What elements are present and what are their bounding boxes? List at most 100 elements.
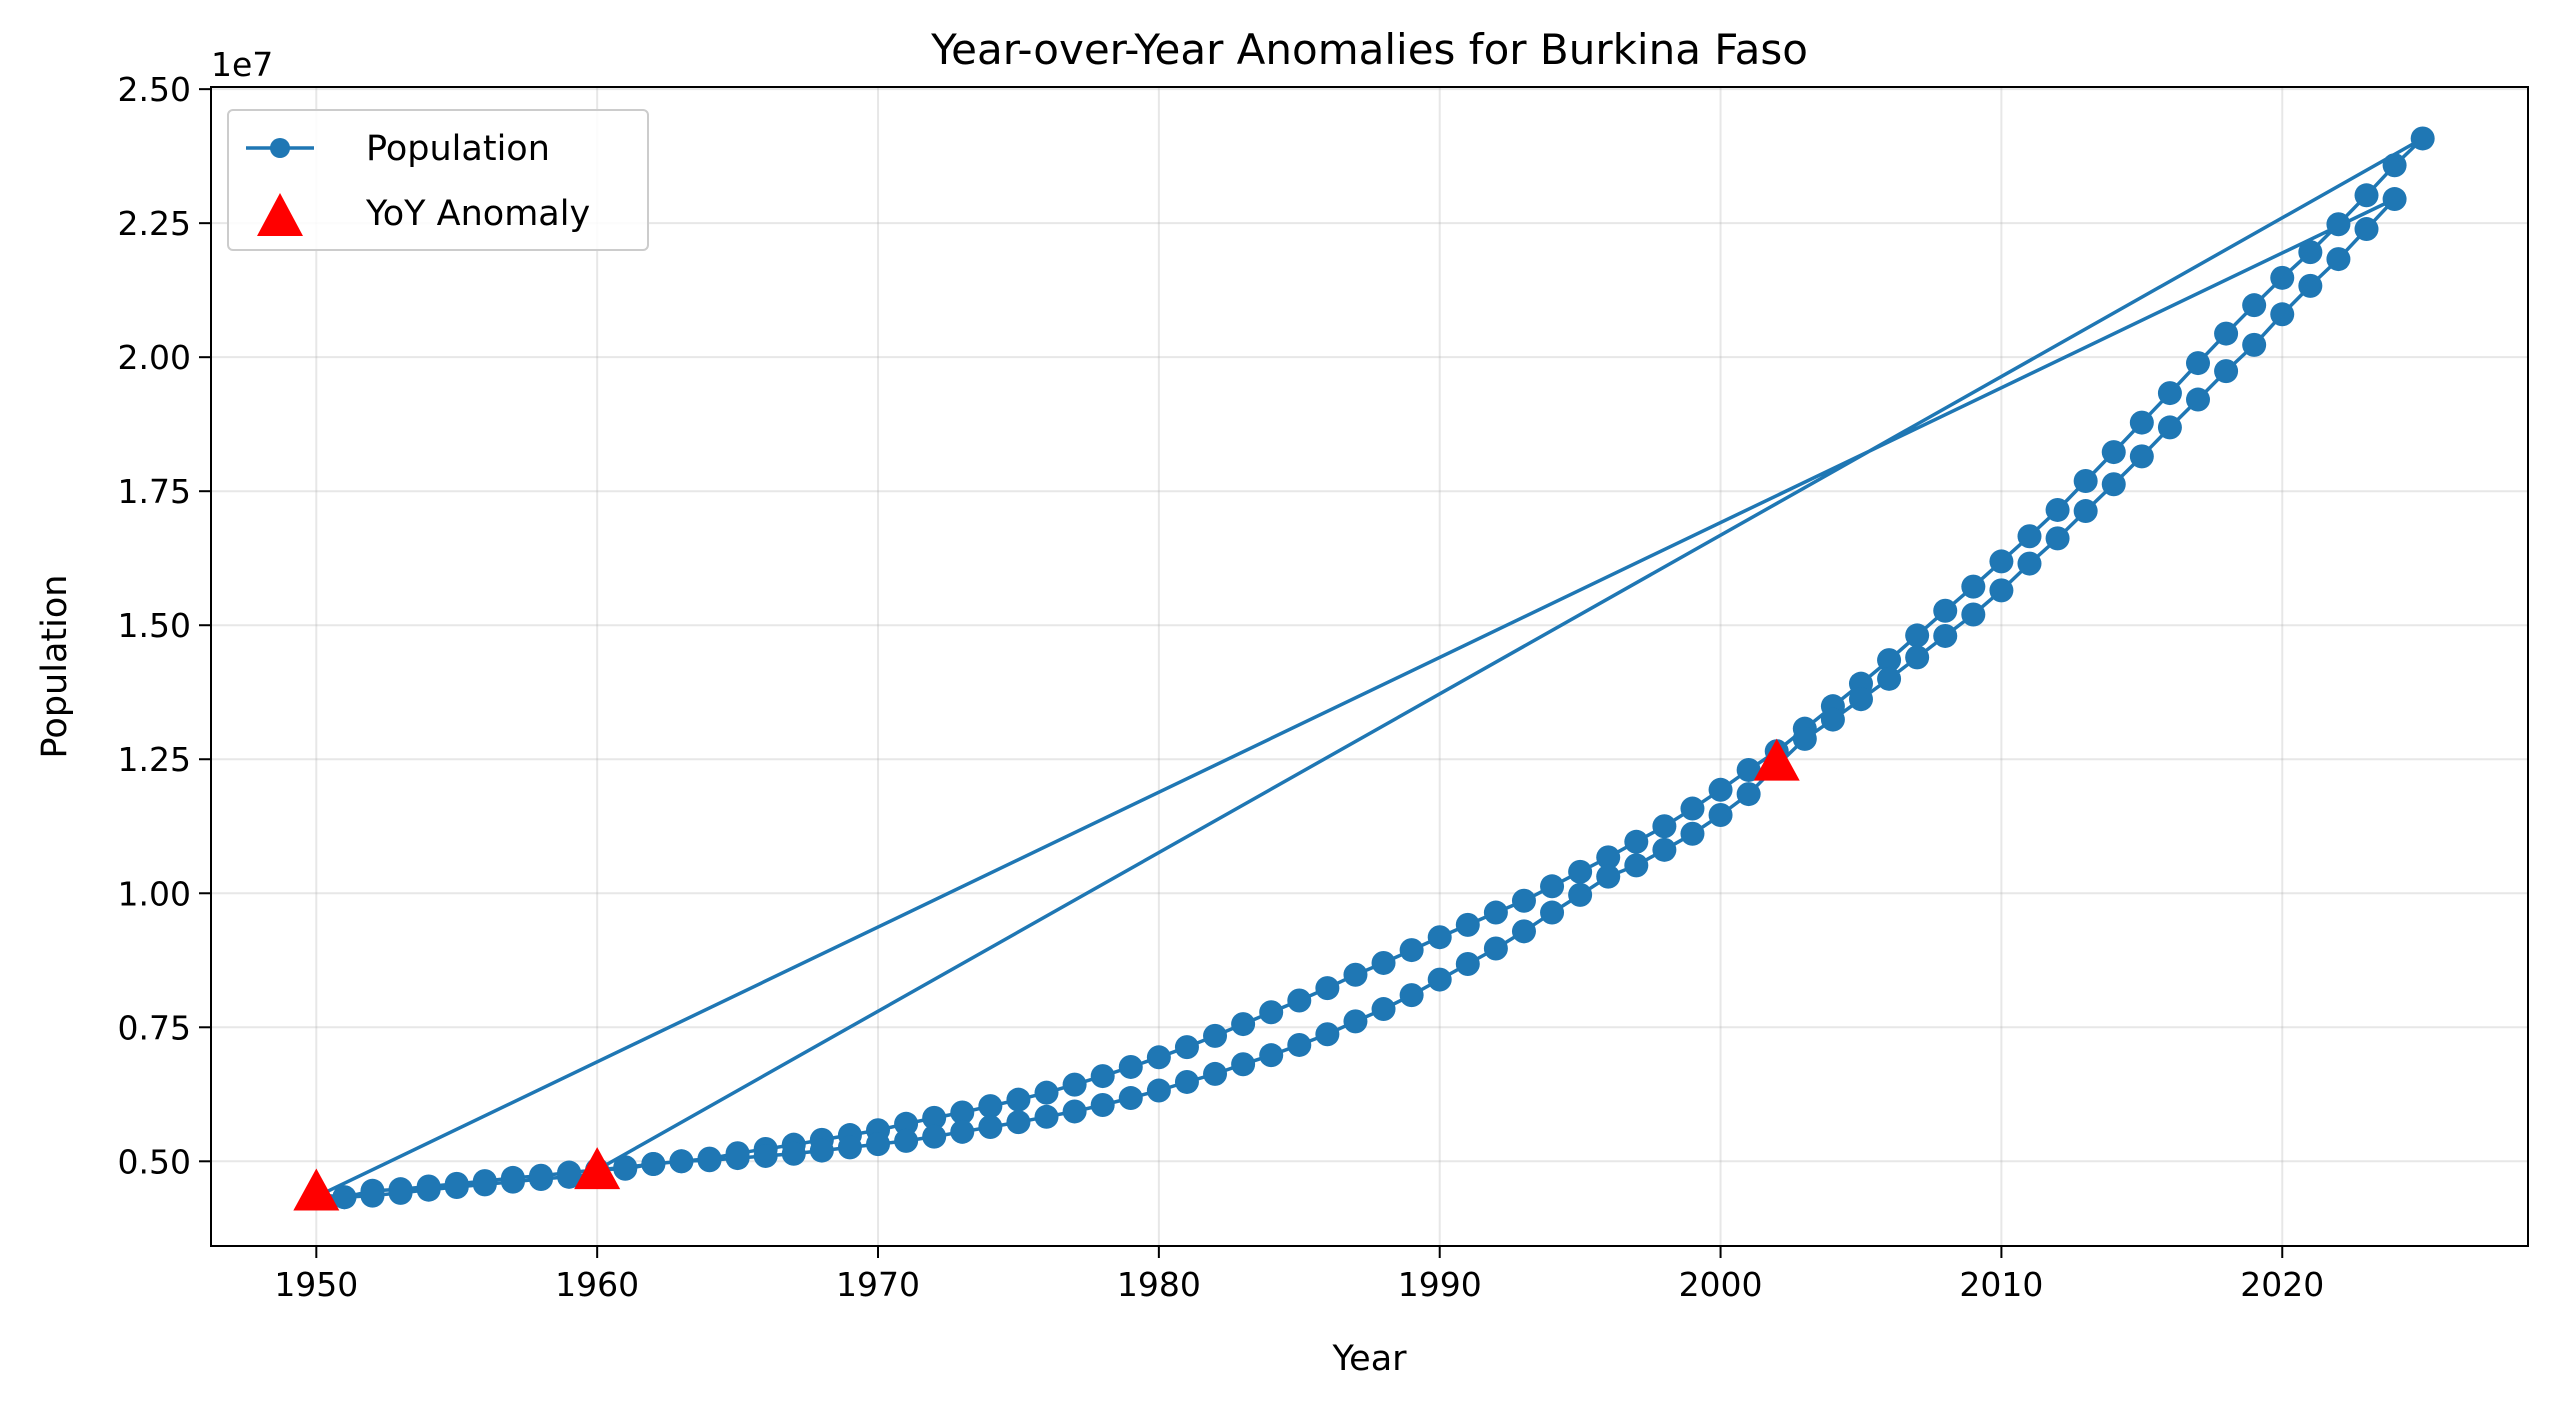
population-point [2326, 212, 2351, 237]
population-point [1680, 821, 1705, 846]
population-point [1877, 666, 1902, 691]
population-point [2186, 351, 2211, 376]
x-tick-label: 2020 [2240, 1265, 2324, 1304]
grid-lines [211, 87, 2528, 1246]
population-point [978, 1114, 1003, 1139]
legend-anomaly-marker [257, 193, 303, 236]
x-tick-label: 1980 [1117, 1265, 1201, 1304]
population-point [1259, 1000, 1284, 1025]
population-point [1371, 950, 1396, 975]
population-point [978, 1094, 1003, 1119]
population-point [332, 1185, 357, 1210]
population-point [1792, 726, 1817, 751]
population-point [2101, 472, 2126, 497]
population-point [1511, 919, 1536, 944]
population-point [1820, 707, 1845, 732]
population-point [725, 1146, 750, 1171]
population-point [950, 1100, 975, 1125]
population-point [2410, 126, 2435, 151]
population-point [1231, 1012, 1256, 1037]
population-point [1540, 900, 1565, 925]
population-point [1231, 1052, 1256, 1077]
legend: Population YoY Anomaly [227, 109, 649, 251]
population-point [1848, 687, 1873, 712]
population-point [837, 1135, 862, 1160]
population-point [2073, 499, 2098, 524]
y-tick-label: 0.50 [118, 1142, 191, 1181]
population-point [1090, 1064, 1115, 1089]
population-point [1287, 1032, 1312, 1057]
plot-data [293, 126, 2435, 1211]
population-point [1596, 864, 1621, 889]
population-point [1933, 598, 1958, 623]
population-point [2326, 247, 2351, 272]
population-point [1652, 837, 1677, 862]
legend-box [227, 109, 649, 251]
population-point [2045, 526, 2070, 551]
population-point [1652, 814, 1677, 839]
population-point [1343, 1009, 1368, 1034]
population-point [2242, 293, 2267, 318]
population-point [753, 1143, 778, 1168]
population-point [2157, 381, 2182, 406]
population-point [2101, 440, 2126, 465]
population-point [528, 1166, 553, 1191]
legend-population-marker [270, 138, 290, 158]
population-point [1905, 645, 1930, 670]
population-point [2270, 302, 2295, 327]
population-point [360, 1183, 385, 1208]
plot-area-frame [210, 86, 2529, 1247]
population-point [2298, 273, 2323, 298]
population-point [1427, 967, 1452, 992]
population-line [314, 136, 2425, 1199]
population-point [1511, 888, 1536, 913]
y-tick-label: 2.00 [118, 338, 191, 377]
population-point [1062, 1072, 1087, 1097]
y-tick-label: 1.25 [118, 740, 191, 779]
population-point [1034, 1080, 1059, 1105]
population-point [1989, 549, 2014, 574]
population-point [1006, 1110, 1031, 1135]
population-point [416, 1177, 441, 1202]
population-point [1624, 829, 1649, 854]
population-point [1680, 796, 1705, 821]
population-point [1736, 782, 1761, 807]
population-point [781, 1141, 806, 1166]
population-point [669, 1149, 694, 1174]
population-point [557, 1164, 582, 1189]
population-point [894, 1111, 919, 1136]
axis-ticks: 1950 1960 1970 1980 1990 2000 2010 2020 0.50 0.75… [118, 70, 2325, 1304]
x-tick-label: 2010 [1959, 1265, 2043, 1304]
population-point [1540, 874, 1565, 899]
population-point [2270, 265, 2295, 290]
y-tick-label: 1.75 [118, 472, 191, 511]
population-point [1203, 1023, 1228, 1048]
population-point [2017, 524, 2042, 549]
legend-population-label: Population [366, 129, 550, 169]
population-point [1736, 757, 1761, 782]
population-point [2214, 359, 2239, 384]
y-tick-label: 1.00 [118, 874, 191, 913]
population-point [1034, 1104, 1059, 1129]
population-point [500, 1169, 525, 1194]
population-point [1118, 1054, 1143, 1079]
legend-anomaly-label: YoY Anomaly [365, 194, 590, 234]
x-axis-label: Year [1331, 1339, 1407, 1379]
population-point [2354, 217, 2379, 242]
population-point [1174, 1035, 1199, 1060]
population-point [1259, 1043, 1284, 1068]
population-point [922, 1105, 947, 1130]
population-point [1090, 1093, 1115, 1118]
population-point [922, 1124, 947, 1149]
population-point [1371, 997, 1396, 1022]
population-point [1877, 648, 1902, 673]
population-point [1624, 853, 1649, 878]
y-axis-label: Population [35, 575, 75, 759]
population-point [1006, 1087, 1031, 1112]
yoy-anomaly-marker [293, 1168, 340, 1211]
population-point [2157, 415, 2182, 440]
population-point [866, 1132, 891, 1157]
x-tick-label: 1990 [1398, 1265, 1482, 1304]
